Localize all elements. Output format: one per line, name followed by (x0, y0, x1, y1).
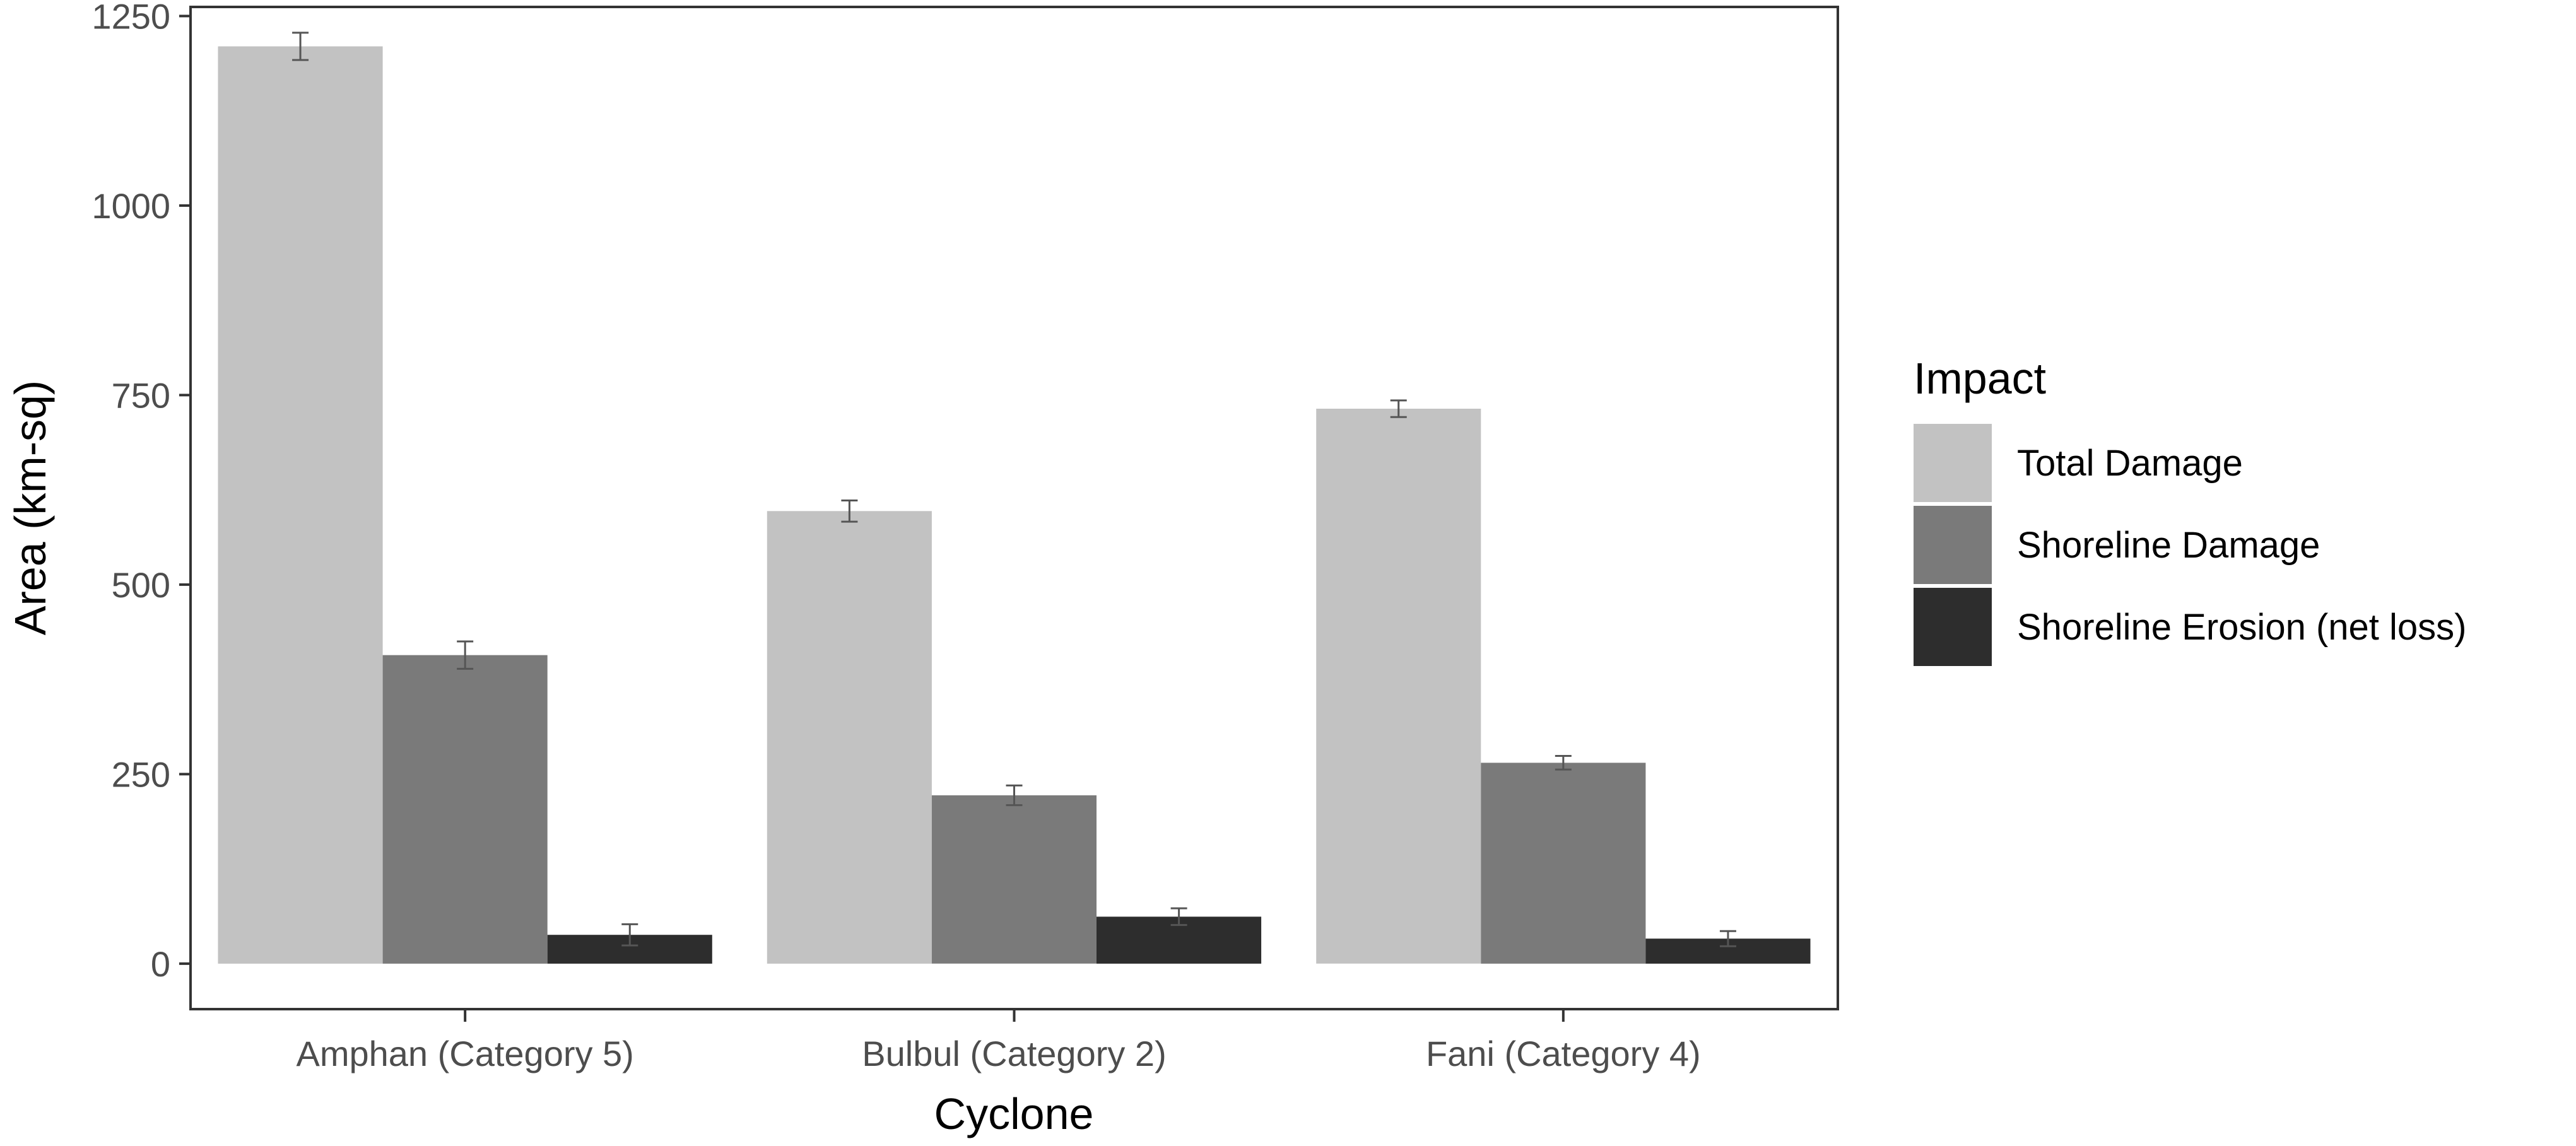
bar-total-damage-1 (218, 46, 383, 964)
legend-key (1914, 588, 1992, 666)
y-tick-label: 0 (151, 944, 170, 984)
y-tick-label: 750 (112, 375, 170, 415)
error-bar (1390, 399, 1407, 418)
legend-key (1914, 506, 1992, 584)
legend-label: Total Damage (2017, 443, 2243, 484)
bar-total-damage-3 (1316, 409, 1481, 964)
y-tick-label: 1250 (91, 0, 170, 36)
x-axis: Amphan (Category 5) Bulbul (Category 2) Fa… (296, 1010, 1701, 1073)
y-tick-label: 250 (112, 754, 170, 794)
legend-items: Total Damage Shoreline Damage Shoreline Er… (1914, 424, 2466, 666)
error-bar (1170, 907, 1187, 927)
legend: Impact Total Damage Shoreline Damage Shore… (1914, 354, 2466, 666)
error-bar (457, 640, 474, 670)
y-axis: 0 250 500 750 1000 1250 (91, 0, 189, 984)
error-bar (1719, 930, 1736, 947)
bar-shoreline-damage-1 (382, 655, 548, 964)
x-axis-title: Cyclone (934, 1089, 1094, 1138)
error-bar (841, 499, 858, 523)
plot-panel-border (189, 6, 1839, 1010)
error-bar (292, 32, 309, 61)
x-tick-label: Amphan (Category 5) (296, 1034, 633, 1073)
legend-title: Impact (1914, 354, 2046, 403)
x-tick-label: Fani (Category 4) (1426, 1034, 1701, 1073)
x-tick-label: Bulbul (Category 2) (862, 1034, 1166, 1073)
error-bar (1555, 755, 1572, 771)
y-tick-label: 1000 (91, 186, 170, 226)
bar-total-damage-2 (767, 511, 932, 964)
bar-shoreline-damage-2 (931, 795, 1097, 964)
legend-key (1914, 424, 1992, 502)
error-bar (1006, 784, 1023, 807)
bar-shoreline-damage-3 (1481, 763, 1646, 964)
error-bars-layer (292, 32, 1736, 947)
error-bar (621, 923, 638, 947)
y-tick-label: 500 (112, 565, 170, 605)
legend-label: Shoreline Erosion (net loss) (2017, 607, 2466, 648)
y-axis-title: Area (km-sq) (6, 380, 55, 635)
legend-label: Shoreline Damage (2017, 525, 2320, 566)
bars-layer (218, 46, 1811, 964)
